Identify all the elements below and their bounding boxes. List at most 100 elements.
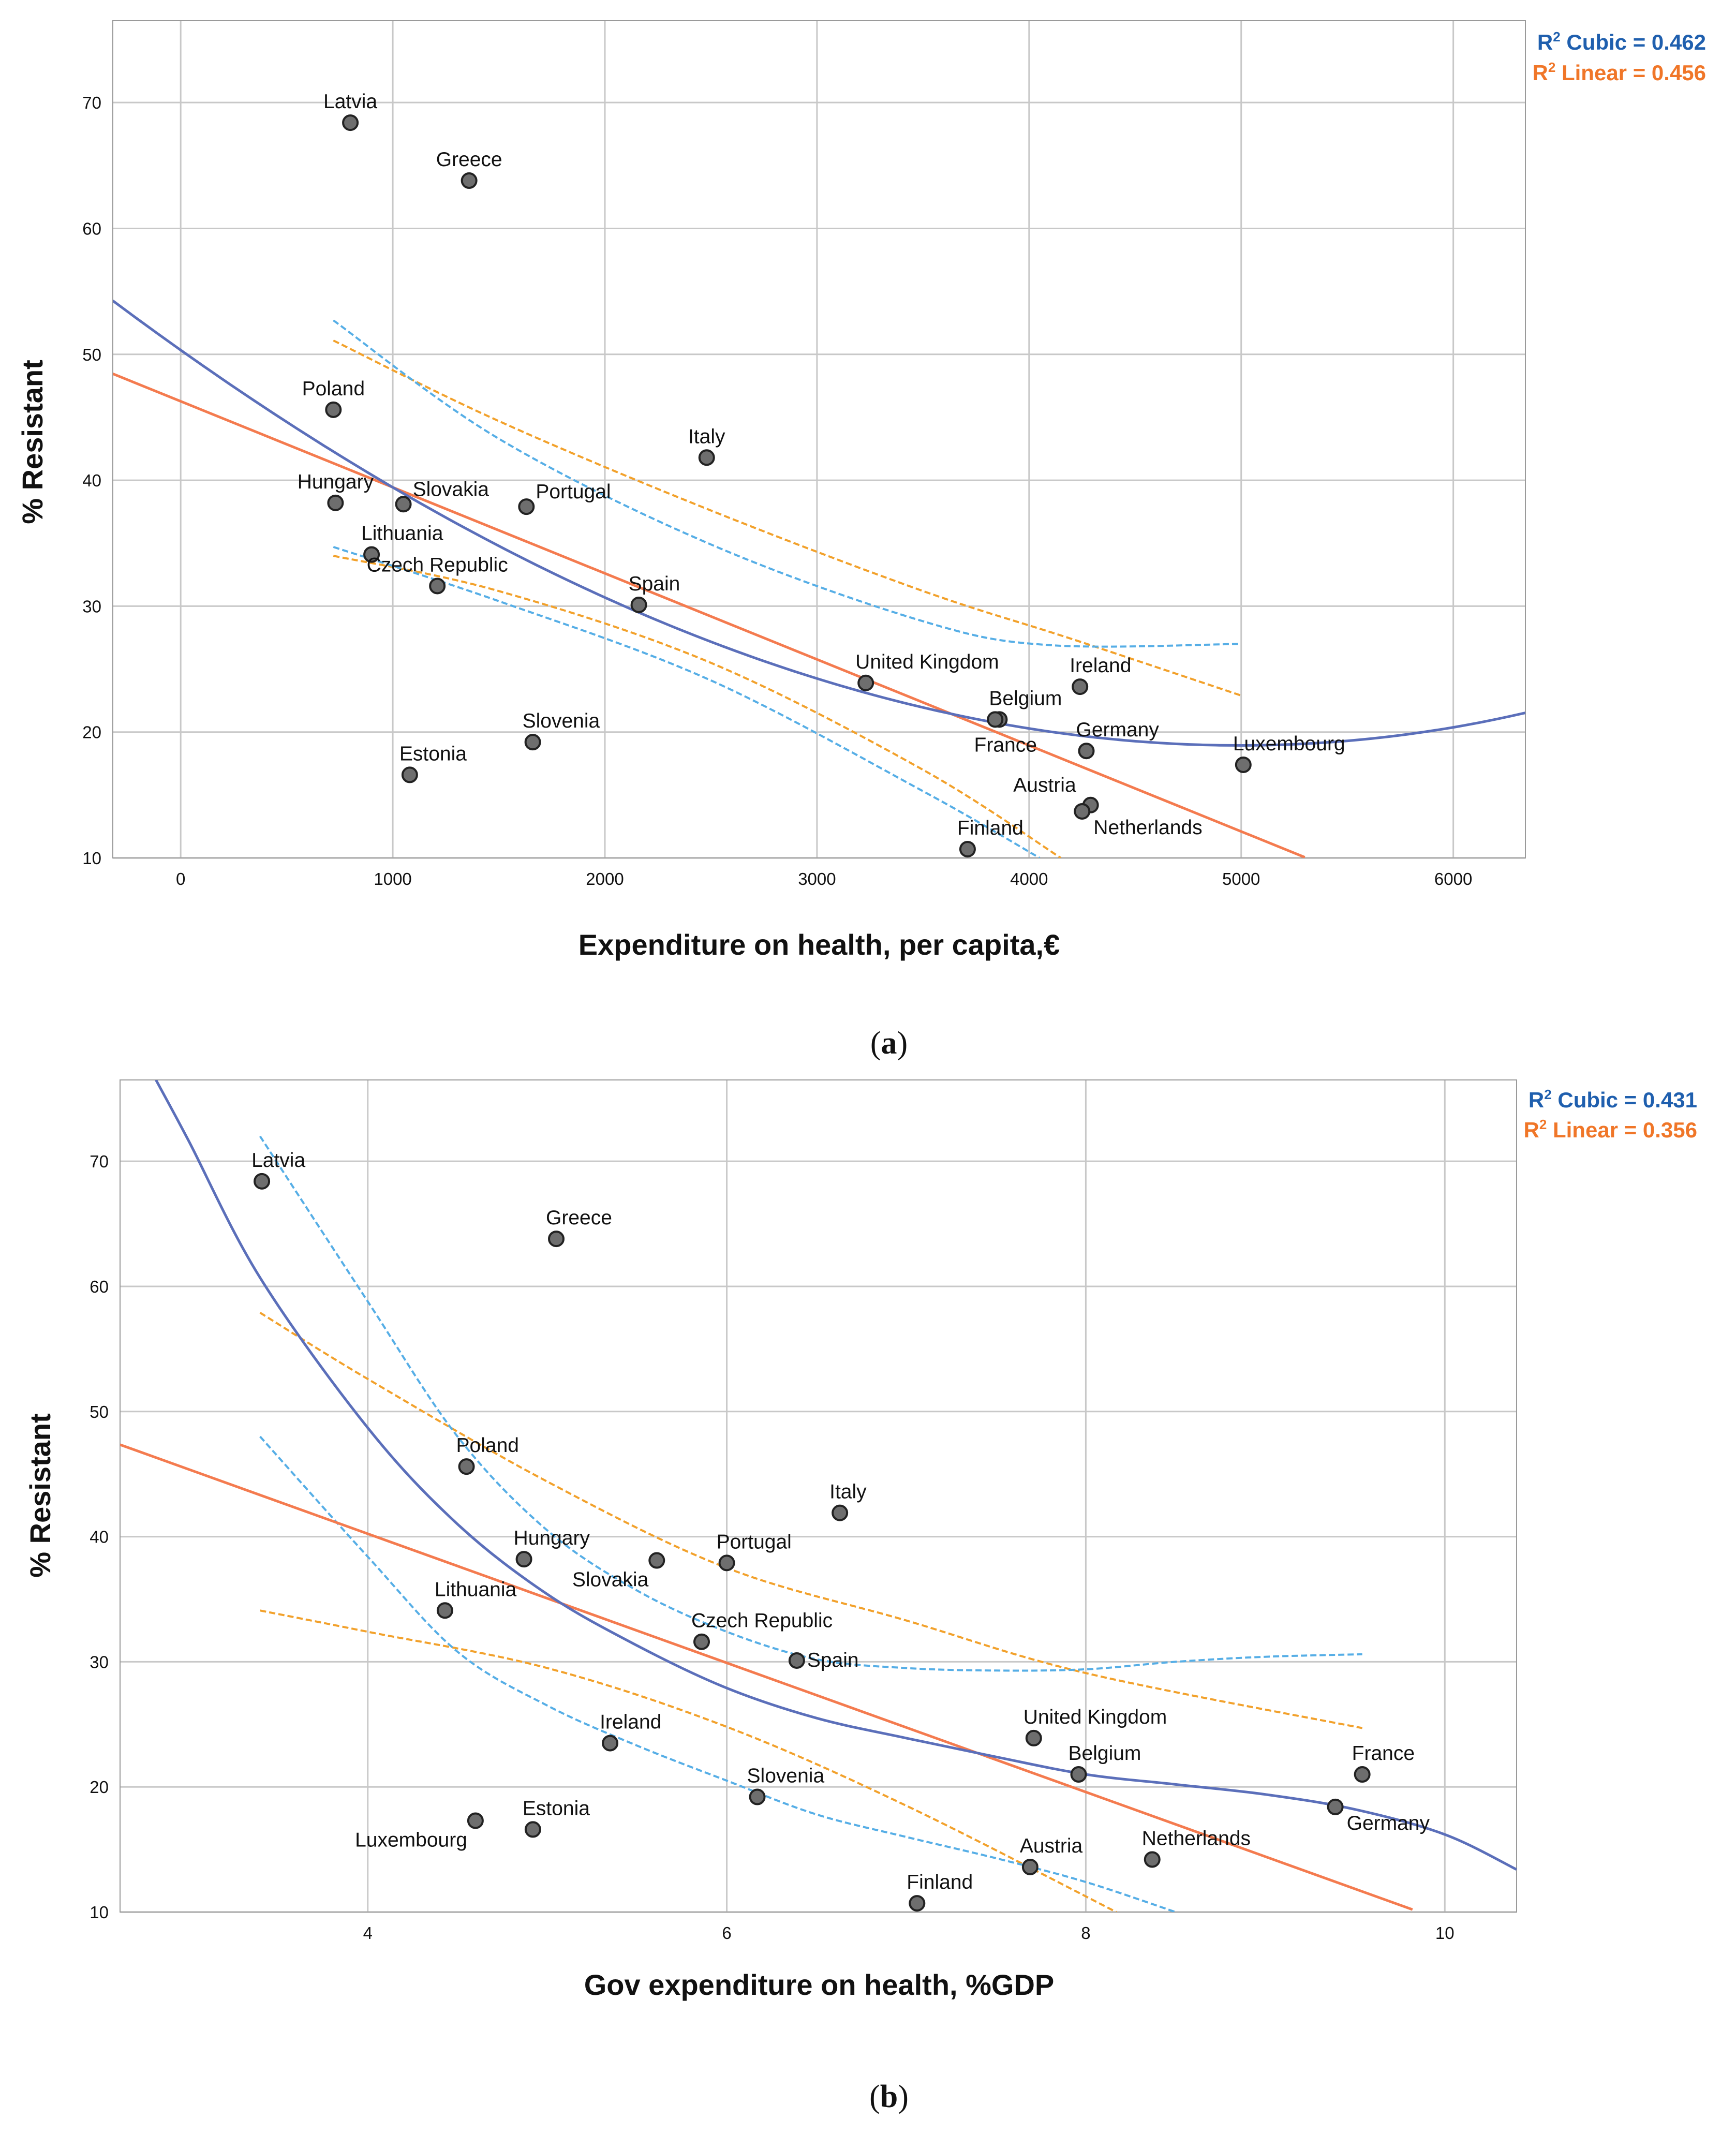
b-point-label-czech-republic: Czech Republic — [691, 1610, 833, 1632]
panel-a-point-labels: Latvia Greece Poland Italy Hungary Slovakia Po… — [298, 91, 1345, 839]
b-linear-fit-line — [120, 1443, 1413, 1911]
b-point-label-germany: Germany — [1347, 1812, 1430, 1834]
panel-b-x-axis-title: Gov expenditure on health, %GDP — [584, 1968, 1055, 2001]
b-point-spain — [788, 1652, 805, 1669]
b-point-label-slovenia: Slovenia — [747, 1765, 825, 1787]
panel-b-fit-lines — [120, 1080, 1517, 1911]
a-point-label-slovenia: Slovenia — [523, 710, 600, 732]
a-point-label-france: France — [974, 734, 1037, 756]
a-point-ireland — [1072, 678, 1089, 695]
b-point-label-france: France — [1352, 1742, 1415, 1765]
b-point-finland — [909, 1895, 926, 1912]
a-point-luxembourg — [1235, 756, 1252, 773]
a-point-slovenia — [524, 734, 541, 751]
b-y-tick-70: 70 — [90, 1152, 109, 1171]
a-point-label-luxembourg: Luxembourg — [1233, 733, 1345, 755]
panel-b-caption-letter: b — [880, 2079, 898, 2114]
b-point-label-italy: Italy — [829, 1481, 867, 1503]
panel-a-y-axis-title: % Resistant — [16, 360, 49, 524]
panel-a-x-tick-labels: 0 1000 2000 3000 4000 5000 6000 — [176, 869, 1472, 888]
a-point-label-latvia: Latvia — [323, 91, 377, 113]
panel-a-chart: 10 20 30 40 50 60 70 0 1000 2000 3000 4000 5000 6000… — [16, 20, 1707, 1061]
b-point-ireland — [602, 1735, 619, 1752]
a-ci-cubic-upper-band — [333, 319, 1241, 648]
a-x-tick-5000: 5000 — [1222, 869, 1260, 888]
a-point-france — [987, 711, 1004, 728]
b-point-label-hungary: Hungary — [514, 1527, 590, 1549]
b-point-italy — [832, 1504, 849, 1521]
b-point-slovakia — [648, 1552, 665, 1569]
a-point-label-portugal: Portugal — [536, 481, 611, 503]
a-y-tick-50: 50 — [82, 345, 101, 364]
panel-b-plot-frame — [120, 1079, 1517, 1913]
b-point-netherlands — [1144, 1851, 1161, 1868]
a-ci-linear-upper-band — [333, 339, 1242, 697]
a-x-tick-4000: 4000 — [1010, 869, 1048, 888]
b-point-latvia — [254, 1173, 271, 1190]
b-x-tick-4: 4 — [363, 1923, 373, 1943]
a-point-latvia — [342, 114, 359, 131]
a-y-tick-10: 10 — [82, 849, 101, 868]
b-point-belgium — [1070, 1766, 1087, 1783]
b-point-label-estonia: Estonia — [523, 1797, 590, 1819]
b-point-greece — [548, 1231, 565, 1248]
b-point-germany — [1327, 1798, 1344, 1815]
b-point-lithuania — [436, 1602, 453, 1619]
b-point-label-spain: Spain — [807, 1649, 859, 1671]
panel-b-confidence-bands — [259, 1135, 1363, 1912]
panel-a-r2-linear: R2 Linear = 0.456 — [1533, 60, 1707, 85]
b-point-label-luxembourg: Luxembourg — [355, 1829, 467, 1851]
a-x-tick-3000: 3000 — [798, 869, 836, 888]
b-cubic-fit-line — [155, 1080, 1517, 1871]
b-point-portugal — [718, 1554, 735, 1572]
a-point-label-greece: Greece — [436, 149, 502, 171]
b-x-tick-8: 8 — [1081, 1923, 1090, 1943]
panel-a-y-tick-labels: 10 20 30 40 50 60 70 — [82, 93, 101, 868]
a-point-label-spain: Spain — [629, 573, 680, 595]
panel-b-data-points — [254, 1173, 1371, 1912]
b-ci-linear-lower-band — [260, 1609, 1117, 1912]
a-point-czech-republic — [429, 577, 446, 595]
b-point-poland — [458, 1458, 475, 1475]
panel-a-caption: (a) — [870, 1026, 908, 1061]
panel-b-point-labels: Latvia Greece Poland Italy Hungary Slovakia Po… — [251, 1149, 1430, 1893]
a-point-lithuania — [363, 546, 380, 563]
b-x-tick-6: 6 — [722, 1923, 731, 1943]
a-y-tick-30: 30 — [82, 597, 101, 616]
a-linear-fit-line — [113, 372, 1305, 858]
panel-a-caption-letter: a — [881, 1026, 897, 1061]
a-ci-linear-lower-band — [333, 555, 1062, 858]
b-ci-cubic-upper-band — [259, 1135, 1362, 1672]
a-point-portugal — [518, 498, 535, 515]
a-y-tick-70: 70 — [82, 93, 101, 112]
b-point-austria — [1021, 1858, 1038, 1875]
a-point-finland — [959, 840, 976, 857]
b-point-label-poland: Poland — [456, 1434, 519, 1457]
b-point-label-greece: Greece — [546, 1207, 612, 1229]
a-point-germany — [1078, 743, 1095, 760]
a-point-label-lithuania: Lithuania — [361, 523, 443, 545]
a-point-united-kingdom — [857, 674, 874, 691]
a-cubic-fit-line — [113, 300, 1525, 747]
a-x-tick-6000: 6000 — [1434, 869, 1472, 888]
panel-b-y-axis-title: % Resistant — [24, 1413, 56, 1577]
b-x-tick-10: 10 — [1435, 1923, 1455, 1943]
b-y-tick-30: 30 — [90, 1652, 109, 1671]
a-point-label-finland: Finland — [957, 817, 1023, 839]
b-y-tick-10: 10 — [90, 1903, 109, 1922]
a-point-netherlands — [1074, 803, 1091, 820]
b-y-tick-40: 40 — [90, 1528, 109, 1547]
b-point-label-netherlands: Netherlands — [1142, 1827, 1251, 1849]
a-point-label-czech-republic: Czech Republic — [367, 554, 508, 576]
a-x-tick-1000: 1000 — [374, 869, 411, 888]
b-point-label-portugal: Portugal — [717, 1531, 792, 1553]
a-point-label-slovakia: Slovakia — [413, 478, 489, 500]
panel-b-chart: 10 20 30 40 50 60 70 4 6 8 10 Latvia Greece Poland I… — [24, 1079, 1697, 2114]
b-point-label-slovakia: Slovakia — [572, 1569, 649, 1591]
b-y-tick-20: 20 — [90, 1777, 109, 1797]
b-point-czech-republic — [693, 1633, 710, 1650]
a-point-label-belgium: Belgium — [989, 687, 1062, 709]
a-point-italy — [698, 449, 715, 466]
a-point-label-hungary: Hungary — [298, 471, 374, 493]
